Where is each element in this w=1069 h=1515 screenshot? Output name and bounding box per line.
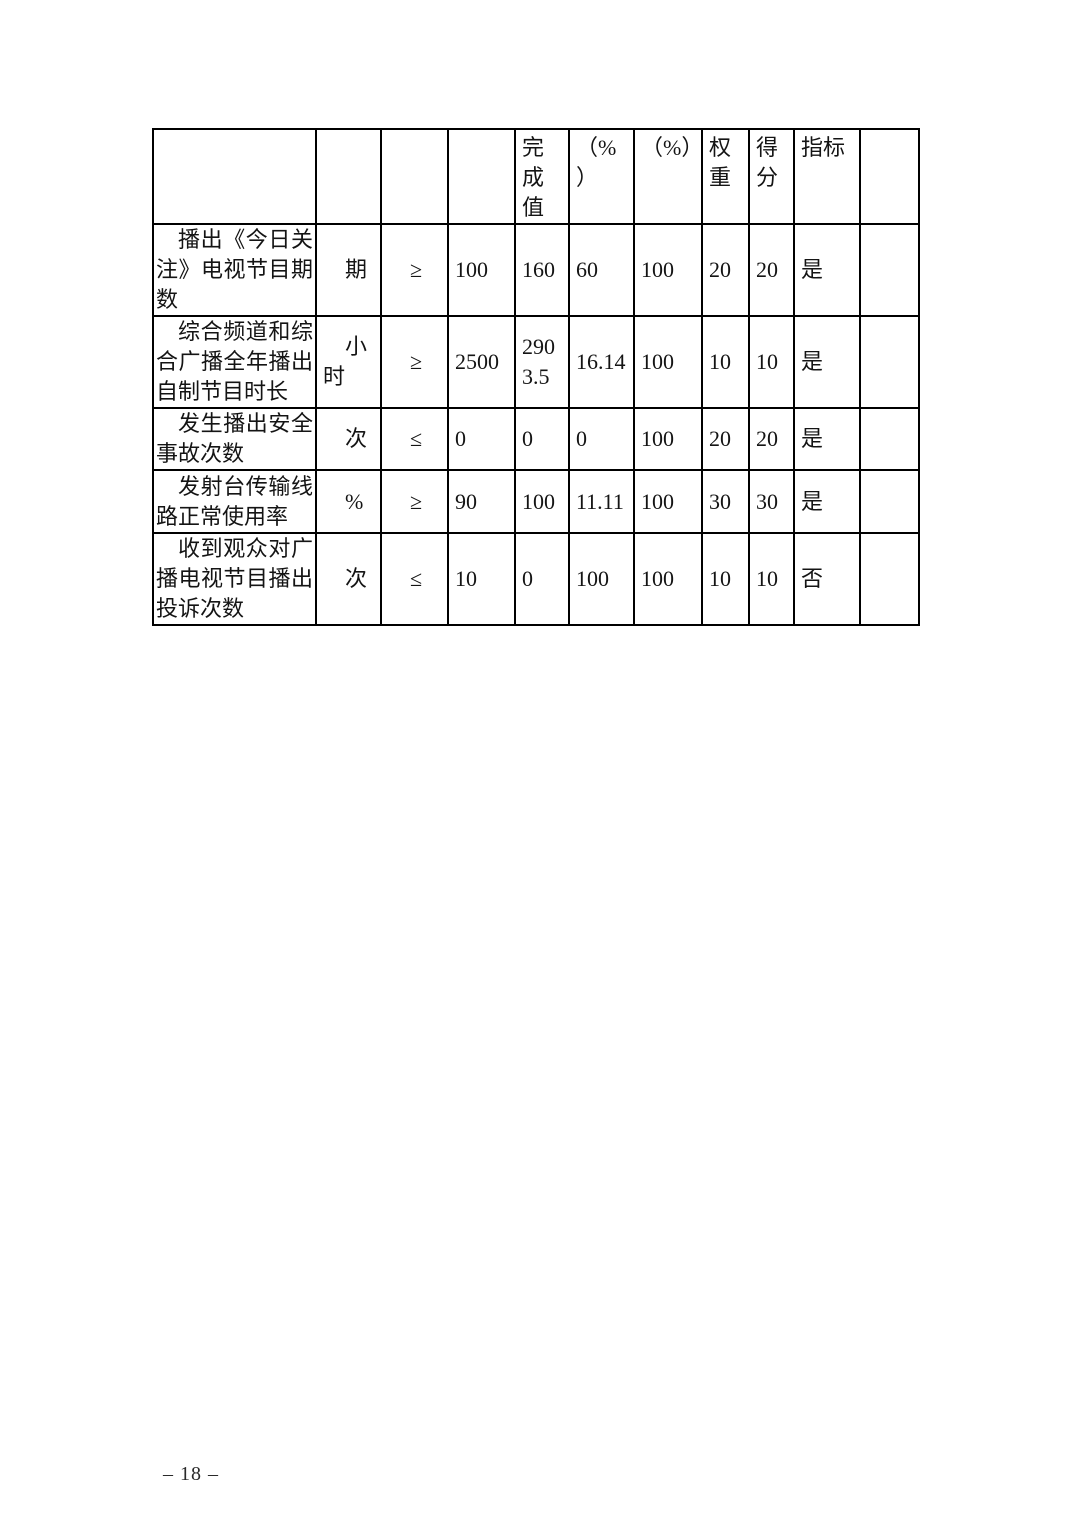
empty-cell (859, 407, 920, 471)
header-cell-percent-2: （%） (633, 128, 703, 225)
empty-cell (859, 315, 920, 409)
table-row: 发生播出安全事故次数 次 ≤ 0 0 0 100 20 20 是 (152, 407, 920, 471)
indicator-name-cell: 综合频道和综合广播全年播出自制节目时长 (152, 315, 317, 409)
indicator-name-cell: 收到观众对广播电视节目播出投诉次数 (152, 532, 317, 626)
page-number: – 18 – (163, 1463, 219, 1485)
unit-cell: 次 (315, 532, 382, 626)
operator-cell: ≥ (380, 469, 449, 534)
weight-cell: 10 (701, 315, 750, 409)
unit-cell: 期 (315, 223, 382, 317)
indicator-name-cell: 播出《今日关注》电视节目期数 (152, 223, 317, 317)
weight-cell: 10 (701, 532, 750, 626)
percent-cell-2: 100 (633, 223, 703, 317)
header-cell-operator (380, 128, 449, 225)
weight-cell: 30 (701, 469, 750, 534)
empty-cell (859, 532, 920, 626)
percent-cell-2: 100 (633, 407, 703, 471)
percent-cell-1: 0 (568, 407, 635, 471)
table-row: 综合频道和综合广播全年播出自制节目时长 小时 ≥ 2500 2903.5 16.… (152, 315, 920, 409)
header-cell-completion-value: 完成值 (514, 128, 570, 225)
indicator-flag-cell: 是 (793, 469, 861, 534)
indicator-flag-cell: 是 (793, 315, 861, 409)
header-cell-weight: 权重 (701, 128, 750, 225)
target-value-cell: 10 (447, 532, 516, 626)
header-cell-unit (315, 128, 382, 225)
completion-value-cell: 0 (514, 407, 570, 471)
indicator-flag-cell: 是 (793, 223, 861, 317)
score-cell: 10 (748, 315, 795, 409)
indicator-name-cell: 发射台传输线路正常使用率 (152, 469, 317, 534)
unit-cell: % (315, 469, 382, 534)
header-cell-percent-1: （%） (568, 128, 635, 225)
header-cell-indicator-flag: 指标 (793, 128, 861, 225)
indicator-flag-cell: 否 (793, 532, 861, 626)
target-value-cell: 100 (447, 223, 516, 317)
indicator-flag-cell: 是 (793, 407, 861, 471)
percent-cell-2: 100 (633, 532, 703, 626)
header-cell-score: 得分 (748, 128, 795, 225)
percent-cell-2: 100 (633, 469, 703, 534)
completion-value-cell: 2903.5 (514, 315, 570, 409)
empty-cell (859, 469, 920, 534)
header-cell-indicator-name (152, 128, 317, 225)
score-cell: 10 (748, 532, 795, 626)
operator-cell: ≤ (380, 532, 449, 626)
completion-value-cell: 160 (514, 223, 570, 317)
target-value-cell: 0 (447, 407, 516, 471)
target-value-cell: 2500 (447, 315, 516, 409)
score-cell: 30 (748, 469, 795, 534)
table-header-row: 完成值 （%） （%） 权重 得分 指标 (152, 128, 920, 225)
indicator-name-cell: 发生播出安全事故次数 (152, 407, 317, 471)
score-cell: 20 (748, 223, 795, 317)
operator-cell: ≥ (380, 315, 449, 409)
score-cell: 20 (748, 407, 795, 471)
table-row: 播出《今日关注》电视节目期数 期 ≥ 100 160 60 100 20 20 … (152, 223, 920, 317)
completion-value-cell: 0 (514, 532, 570, 626)
performance-indicator-table: 完成值 （%） （%） 权重 得分 指标 播出《今日关注》电视节目期数 期 ≥ … (152, 128, 920, 626)
target-value-cell: 90 (447, 469, 516, 534)
table-row: 发射台传输线路正常使用率 % ≥ 90 100 11.11 100 30 30 … (152, 469, 920, 534)
header-cell-target-value (447, 128, 516, 225)
empty-cell (859, 223, 920, 317)
operator-cell: ≤ (380, 407, 449, 471)
percent-cell-1: 100 (568, 532, 635, 626)
header-cell-empty (859, 128, 920, 225)
percent-cell-1: 60 (568, 223, 635, 317)
operator-cell: ≥ (380, 223, 449, 317)
weight-cell: 20 (701, 407, 750, 471)
table-row: 收到观众对广播电视节目播出投诉次数 次 ≤ 10 0 100 100 10 10… (152, 532, 920, 626)
unit-cell: 小时 (315, 315, 382, 409)
percent-cell-1: 11.11 (568, 469, 635, 534)
percent-cell-2: 100 (633, 315, 703, 409)
percent-cell-1: 16.14 (568, 315, 635, 409)
completion-value-cell: 100 (514, 469, 570, 534)
weight-cell: 20 (701, 223, 750, 317)
unit-cell: 次 (315, 407, 382, 471)
